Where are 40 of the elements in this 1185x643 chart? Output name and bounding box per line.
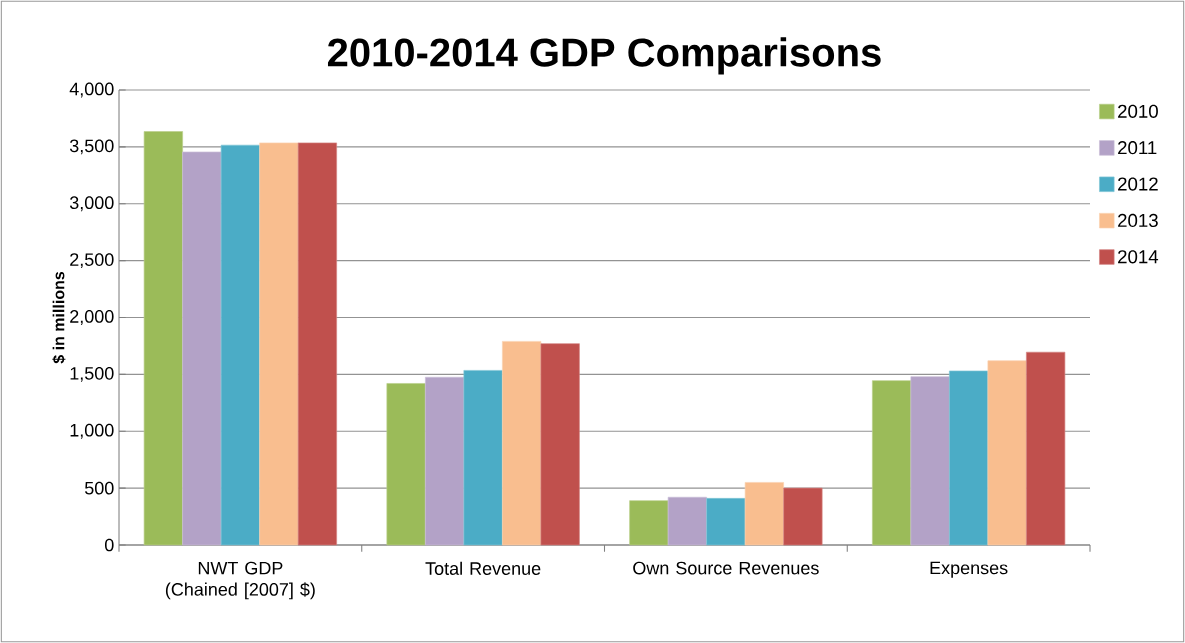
x-tick-label: Own Source Revenues (633, 561, 819, 575)
x-tick-label: Expenses (930, 561, 1008, 578)
bar (425, 376, 465, 546)
bar (910, 376, 950, 546)
bar (744, 482, 784, 546)
y-tick-label: 1,000 (70, 423, 114, 439)
bar (629, 500, 669, 546)
legend-label: 2011 (1118, 141, 1157, 155)
y-axis-title: $ in millions (52, 271, 66, 364)
legend-label: 2013 (1118, 213, 1158, 228)
bar (987, 360, 1027, 546)
bar (463, 370, 503, 546)
y-tick-label: 0 (104, 538, 114, 552)
y-tick-label: 4,000 (69, 82, 114, 98)
legend-label: 2014 (1118, 250, 1159, 264)
legend-label: 2012 (1118, 177, 1158, 191)
chart-title: 2010-2014 GDP Comparisons (327, 37, 881, 75)
bar (259, 142, 299, 546)
bar (706, 498, 746, 546)
bar (386, 383, 426, 546)
bar (783, 487, 823, 546)
y-tick-label: 2,500 (70, 253, 114, 269)
bar (872, 380, 912, 546)
bar (220, 144, 260, 546)
bar (143, 131, 183, 546)
bar (182, 151, 222, 546)
y-tick-label: 3,500 (69, 139, 114, 155)
legend-label: 2010 (1118, 104, 1158, 118)
bar (297, 142, 337, 546)
bar (502, 341, 542, 546)
x-tick-label: Total Revenue (425, 561, 541, 575)
y-tick-label: 1,500 (70, 366, 114, 382)
y-tick-label: 500 (84, 481, 114, 495)
x-tick-label: NWT GDP (Chained [2007] $) (165, 561, 315, 600)
y-tick-label: 2,000 (70, 310, 114, 325)
bar (949, 370, 989, 546)
y-tick-label: 3,000 (69, 196, 114, 212)
bar (667, 496, 707, 546)
bar (540, 343, 580, 546)
bar (1026, 351, 1066, 546)
